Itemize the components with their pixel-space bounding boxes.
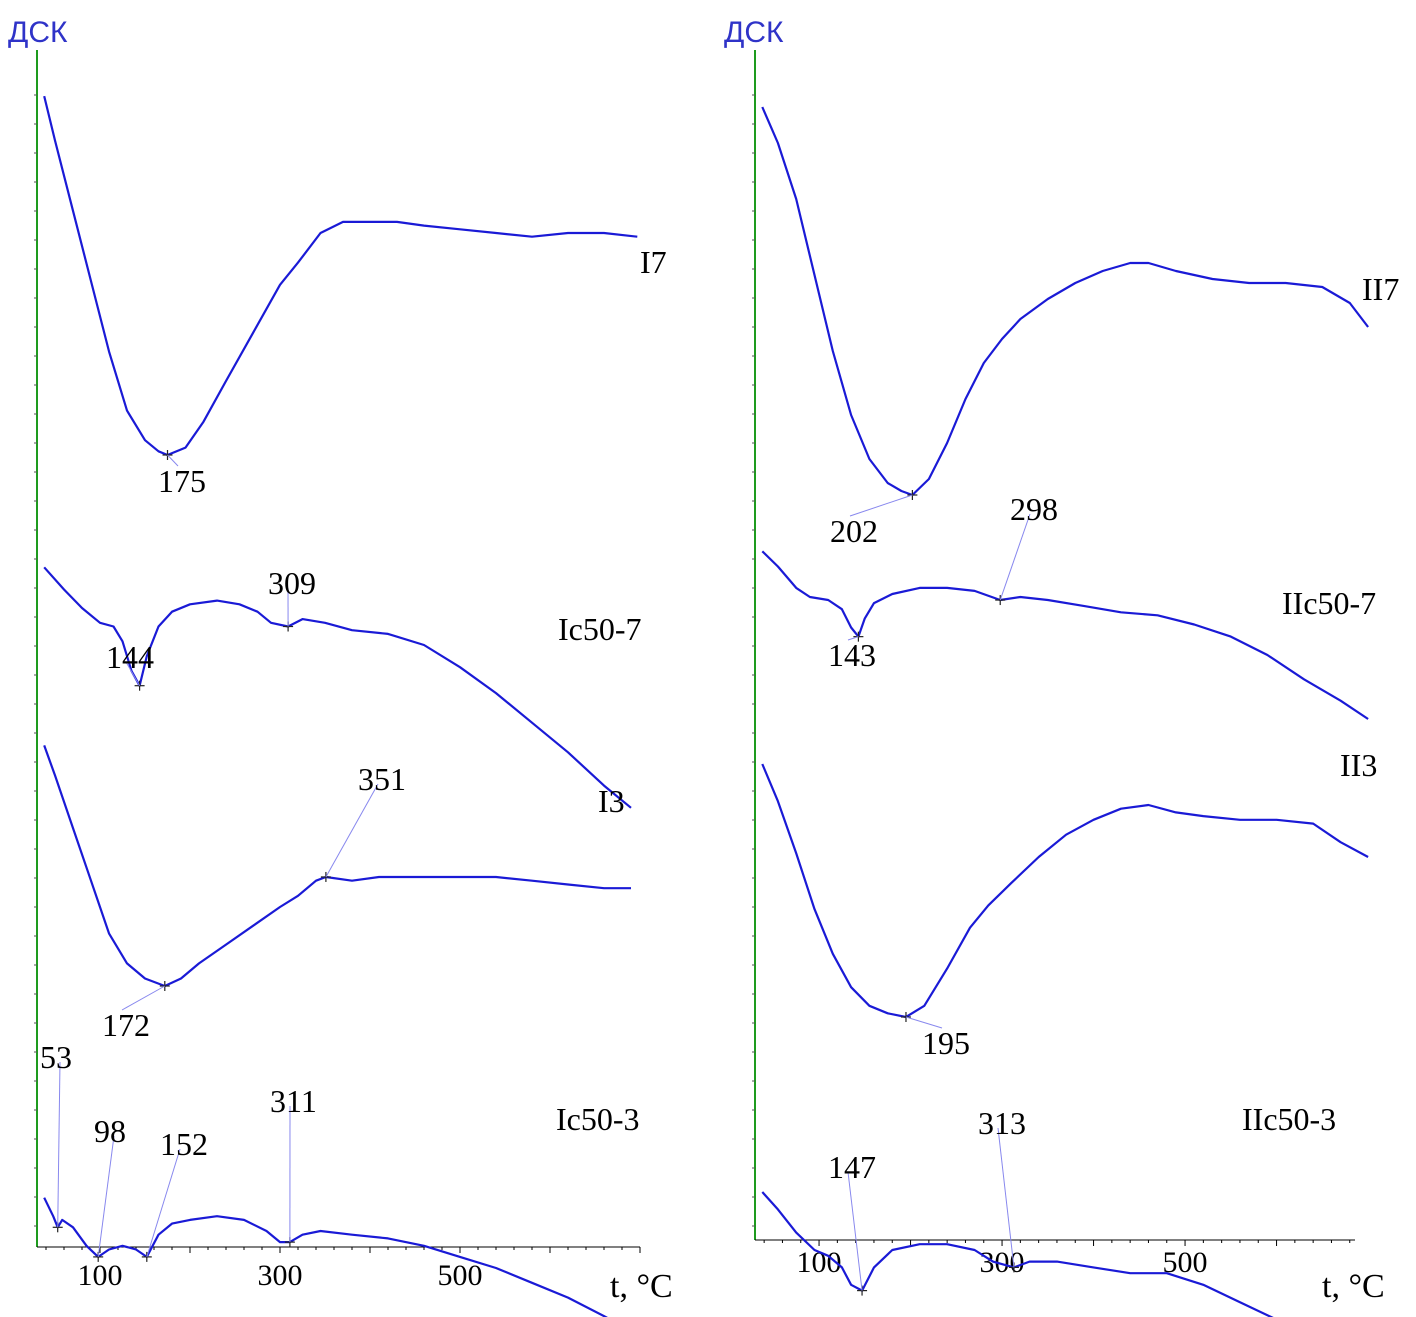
peak-leader: [125, 661, 141, 686]
series-label-ii3: II3: [1340, 747, 1377, 783]
x-axis-label: t, °C: [610, 1268, 673, 1305]
y-axis-ticks: [752, 94, 755, 1227]
series-label-i7: I7: [640, 244, 667, 280]
series-line-ii3: [761, 763, 1369, 1019]
series-i7: I7 175: [43, 95, 667, 499]
peak-label: 311: [270, 1083, 317, 1119]
series-i3: I3 172 351: [43, 745, 631, 1043]
series-line-ii7: [761, 106, 1369, 497]
series-label-ic50-7: Ic50-7: [558, 611, 642, 647]
y-axis-label: ДСК: [8, 16, 68, 49]
series-line-i7: [43, 95, 638, 457]
series-line-iic50-3: [761, 1191, 1274, 1317]
peak-label: 195: [922, 1025, 970, 1061]
x-tick-label: 500: [438, 1259, 483, 1292]
peak-label: 298: [1010, 491, 1058, 527]
peak-label: 202: [830, 513, 878, 549]
peak-label: 351: [358, 761, 406, 797]
peak-label: 309: [268, 565, 316, 601]
series-label-iic50-7: IIc50-7: [1282, 585, 1376, 621]
y-axis-ticks: [34, 94, 37, 1227]
series-label-iic50-3: IIc50-3: [1242, 1101, 1336, 1137]
series-ii3: II3 195: [761, 747, 1377, 1061]
series-ic50-7: Ic50-7 144 309: [43, 565, 642, 809]
series-layer: II7 202 IIc50-7 143 298 II3 195 IIc50-3 147 313: [761, 106, 1399, 1317]
peak-label: 313: [978, 1105, 1026, 1141]
x-axis-ticks: 100 300 500: [763, 1240, 1351, 1279]
series-label-ii7: II7: [1362, 271, 1399, 307]
x-tick-label: 300: [980, 1246, 1025, 1279]
peak-label: 172: [102, 1007, 150, 1043]
series-line-ic50-7: [43, 566, 632, 809]
peak-leader: [997, 1127, 1015, 1268]
peak-label: 147: [828, 1149, 876, 1185]
x-tick-label: 100: [78, 1259, 123, 1292]
peak-leader: [847, 1171, 863, 1291]
series-ic50-3: Ic50-3 53 98 152 311: [40, 1039, 640, 1317]
peak-leader: [847, 636, 859, 641]
peak-label: 98: [94, 1113, 126, 1149]
x-tick-label: 300: [258, 1259, 303, 1292]
dsc-panel-right: ДСК 100 300 500 t, °C II7202IIc50-7143298I…: [724, 16, 1399, 1317]
peak-leader: [146, 1148, 181, 1258]
series-label-i3: I3: [598, 783, 625, 819]
series-layer: I7 175 Ic50-7 144 309 I3 172 351 Ic50-3 53 98 152 31…: [40, 95, 667, 1317]
series-label-ic50-3: Ic50-3: [556, 1101, 640, 1137]
series-line-ic50-3: [43, 1197, 608, 1317]
series-line-i3: [43, 745, 631, 988]
series-iic50-3: IIc50-3 147 313: [761, 1101, 1336, 1317]
peak-label: 53: [40, 1039, 72, 1075]
peak-leader: [325, 783, 379, 878]
series-ii7: II7 202: [761, 106, 1399, 549]
dsc-panel-left: ДСК 100 300 500 t, °C I7 175 Ic50-7 144 309 I3 1…: [8, 16, 673, 1317]
peak-leader: [849, 494, 913, 517]
x-axis-ticks: 100 300 500: [45, 1247, 641, 1292]
peak-label: 144: [106, 639, 154, 675]
peak-label: 152: [160, 1126, 208, 1162]
peak-leader: [167, 454, 179, 467]
peak-leader: [121, 985, 166, 1011]
x-axis-label: t, °C: [1322, 1268, 1385, 1305]
series-iic50-7: IIc50-7 143 298: [761, 491, 1376, 720]
peak-leader: [97, 1135, 115, 1257]
series-line-iic50-7: [761, 550, 1369, 720]
peak-label: 175: [158, 463, 206, 499]
peak-leader: [905, 1016, 943, 1029]
y-axis-label: ДСК: [724, 16, 784, 49]
peak-leader: [57, 1061, 61, 1228]
peak-label: 143: [828, 637, 876, 673]
peak-leader: [999, 513, 1031, 601]
